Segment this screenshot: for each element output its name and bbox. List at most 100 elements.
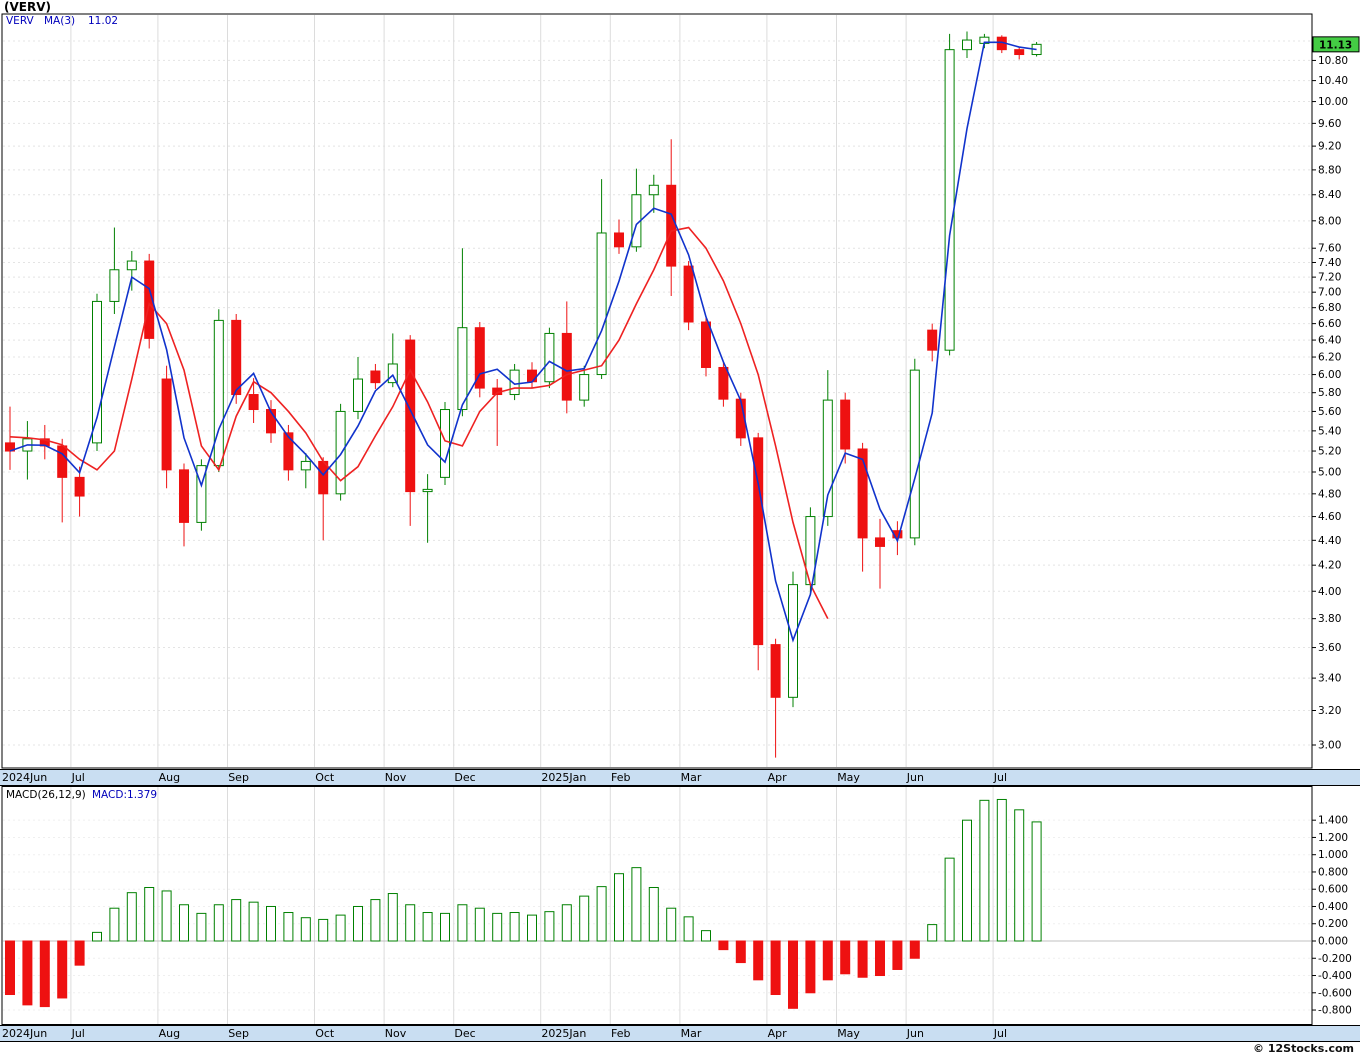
macd-bar — [561, 904, 572, 942]
macd-bar — [457, 904, 468, 942]
macd-axis-label: 0.400 — [1318, 901, 1348, 913]
macd-bar — [996, 798, 1007, 942]
macd-bar — [179, 904, 189, 942]
macd-bar — [805, 940, 816, 994]
candle-body — [266, 409, 276, 434]
macd-axis-label: 1.400 — [1318, 815, 1348, 827]
macd-axis-label: 0.600 — [1318, 884, 1348, 896]
macd-bar — [927, 924, 938, 942]
price-axis-label: 5.60 — [1318, 406, 1341, 418]
macd-bar — [474, 907, 485, 942]
month-label: 2024Jun — [2, 771, 48, 784]
candle-body — [144, 260, 155, 339]
macd-bar — [788, 940, 798, 1009]
candle-body — [770, 644, 781, 698]
candle-body — [561, 332, 572, 401]
macd-bar — [596, 886, 607, 942]
candle-body — [579, 374, 590, 401]
candle-body — [875, 537, 885, 547]
price-axis-label: 4.40 — [1318, 535, 1341, 547]
candle-body — [474, 327, 485, 389]
candle-body — [927, 329, 938, 351]
price-axis-label: 4.00 — [1318, 586, 1341, 598]
macd-axis-label: 1.000 — [1318, 849, 1348, 861]
candle-body — [231, 319, 242, 396]
candle-body — [648, 184, 659, 196]
month-label: 2025Jan — [541, 1027, 587, 1040]
candle-body — [353, 378, 363, 412]
candle-body — [126, 260, 137, 271]
price-axis-label: 4.60 — [1318, 511, 1341, 523]
month-label: Oct — [315, 771, 335, 784]
macd-bar — [492, 912, 503, 942]
candle-body — [422, 488, 433, 493]
month-label: Oct — [315, 1027, 335, 1040]
macd-bar — [735, 940, 746, 964]
macd-bar — [962, 819, 972, 942]
macd-bar — [822, 940, 833, 981]
macd-bar — [109, 907, 120, 942]
candle-body — [179, 469, 189, 523]
candle-body — [666, 184, 677, 267]
macd-bar — [213, 904, 224, 942]
price-axis-label: 9.20 — [1318, 141, 1341, 153]
price-axis-label: 3.00 — [1318, 740, 1341, 752]
macd-bar — [909, 940, 920, 959]
month-label: Nov — [384, 1027, 407, 1040]
price-axis-label: 8.40 — [1318, 189, 1341, 201]
macd-bar — [283, 912, 294, 942]
price-axis-label: 8.00 — [1318, 215, 1341, 227]
candle-body — [1014, 49, 1025, 56]
macd-bar — [144, 886, 155, 942]
macd-bar — [944, 857, 955, 942]
date-axis-strip-top: 2024Jun Jul Aug Sep Oct Nov Dec 2025Jan Feb Mar Ap… — [0, 769, 1360, 786]
candle-body — [822, 399, 833, 518]
month-label: Dec — [454, 771, 476, 784]
month-label: Jul — [71, 771, 85, 784]
macd-bar — [857, 940, 868, 978]
macd-bar — [335, 914, 346, 942]
month-label: Jul — [993, 771, 1008, 784]
candle-body — [840, 399, 851, 450]
month-label: Nov — [384, 771, 407, 784]
ma-fast-line — [9, 41, 1037, 643]
month-label: Aug — [158, 771, 181, 784]
macd-axis-label: 1.200 — [1318, 832, 1348, 844]
price-axis-label: 6.80 — [1318, 302, 1341, 314]
candle-body — [300, 460, 311, 471]
month-label: May — [837, 771, 860, 784]
candle-body — [387, 363, 398, 384]
price-axis-label: 3.40 — [1318, 673, 1341, 685]
price-axis-label: 3.20 — [1318, 705, 1341, 717]
month-label: Dec — [454, 1027, 476, 1040]
candle-body — [527, 369, 537, 383]
page-title: (VERV) — [4, 0, 51, 14]
macd-bar — [196, 912, 207, 942]
candle-body — [944, 49, 955, 351]
macd-bar — [57, 940, 68, 999]
price-axis-label: 5.20 — [1318, 446, 1341, 458]
macd-axis-label: 0.200 — [1318, 918, 1348, 930]
month-label: Apr — [767, 1027, 787, 1040]
legend-ma-label: MA(3) — [44, 15, 75, 27]
price-axis-label: 10.80 — [1318, 55, 1348, 67]
date-axis-strip-bottom: 2024Jun Jul Aug Sep Oct Nov Dec 2025Jan Feb Mar Ap… — [0, 1025, 1360, 1042]
price-axis-label: 7.40 — [1318, 257, 1341, 269]
macd-bar — [353, 905, 363, 942]
candle-body — [335, 410, 346, 495]
candle-body — [283, 432, 294, 471]
macd-axis-label: 0.800 — [1318, 866, 1348, 878]
month-label: 2025Jan — [541, 771, 587, 784]
candle-body — [718, 366, 729, 400]
macd-bar — [875, 940, 885, 977]
macd-bar — [753, 940, 764, 981]
price-axis-label: 8.80 — [1318, 164, 1341, 176]
price-axis-label: 4.20 — [1318, 560, 1341, 572]
macd-bar — [701, 930, 711, 942]
price-chart-panel: VERV MA(3) 11.02 11.2010.8010.4010.009.6… — [1, 13, 1360, 769]
candle-body — [753, 437, 764, 646]
candle-body — [213, 319, 224, 467]
month-label: Mar — [680, 771, 702, 784]
price-axis-label: 3.60 — [1318, 642, 1341, 654]
